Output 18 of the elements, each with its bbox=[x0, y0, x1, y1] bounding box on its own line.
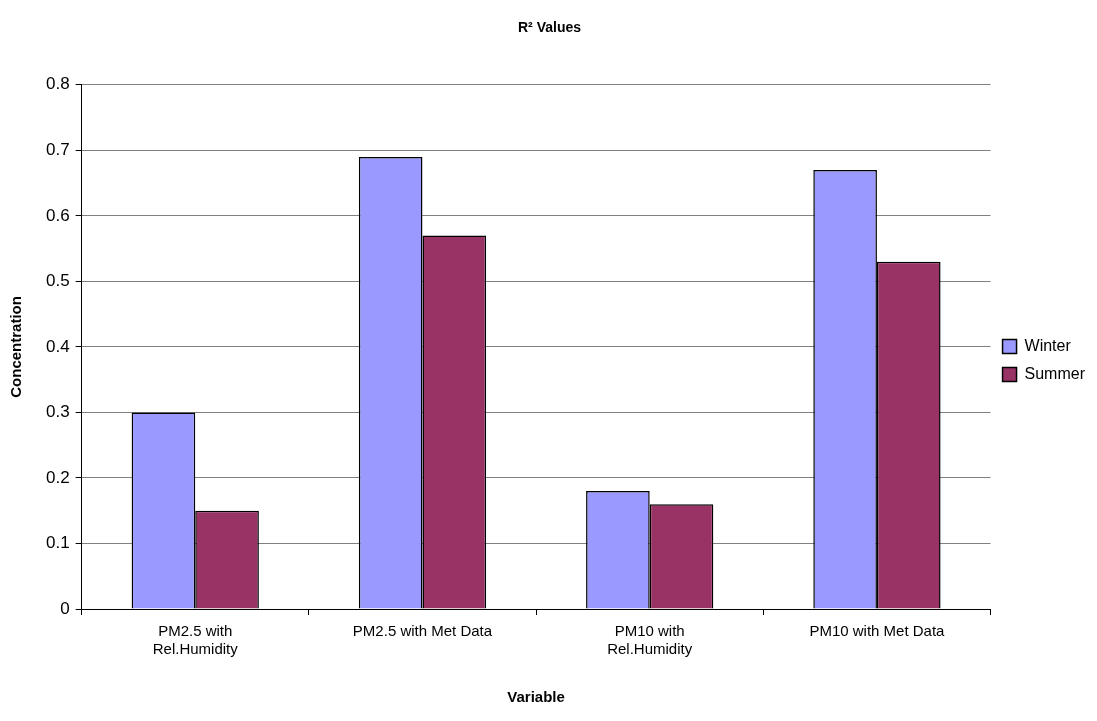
y-tick-label: 0.2 bbox=[45, 467, 70, 487]
x-tick-label: PM2.5 with Rel.Humidity bbox=[152, 622, 239, 658]
legend-label: Summer bbox=[1024, 364, 1086, 382]
chart-title: R² Values bbox=[517, 19, 582, 36]
y-tick-label: 0 bbox=[60, 598, 70, 618]
y-axis-title: Concentration bbox=[7, 296, 25, 398]
y-tick-label: 0.4 bbox=[45, 336, 70, 356]
x-tick-label: PM10 with Rel.Humidity bbox=[607, 622, 693, 658]
y-tick-label: 0.5 bbox=[45, 271, 70, 291]
x-tick-label: PM10 with Met Data bbox=[809, 622, 946, 640]
y-tick-label: 0.8 bbox=[45, 74, 70, 94]
x-axis-title: Variable bbox=[507, 688, 565, 706]
y-tick-label: 0.3 bbox=[45, 402, 70, 422]
y-tick-label: 0.1 bbox=[45, 533, 70, 553]
legend-label: Winter bbox=[1024, 336, 1072, 354]
y-tick-label: 0.7 bbox=[45, 140, 70, 160]
x-tick-label: PM2.5 with Met Data bbox=[352, 622, 493, 640]
y-tick-label: 0.6 bbox=[45, 205, 70, 225]
